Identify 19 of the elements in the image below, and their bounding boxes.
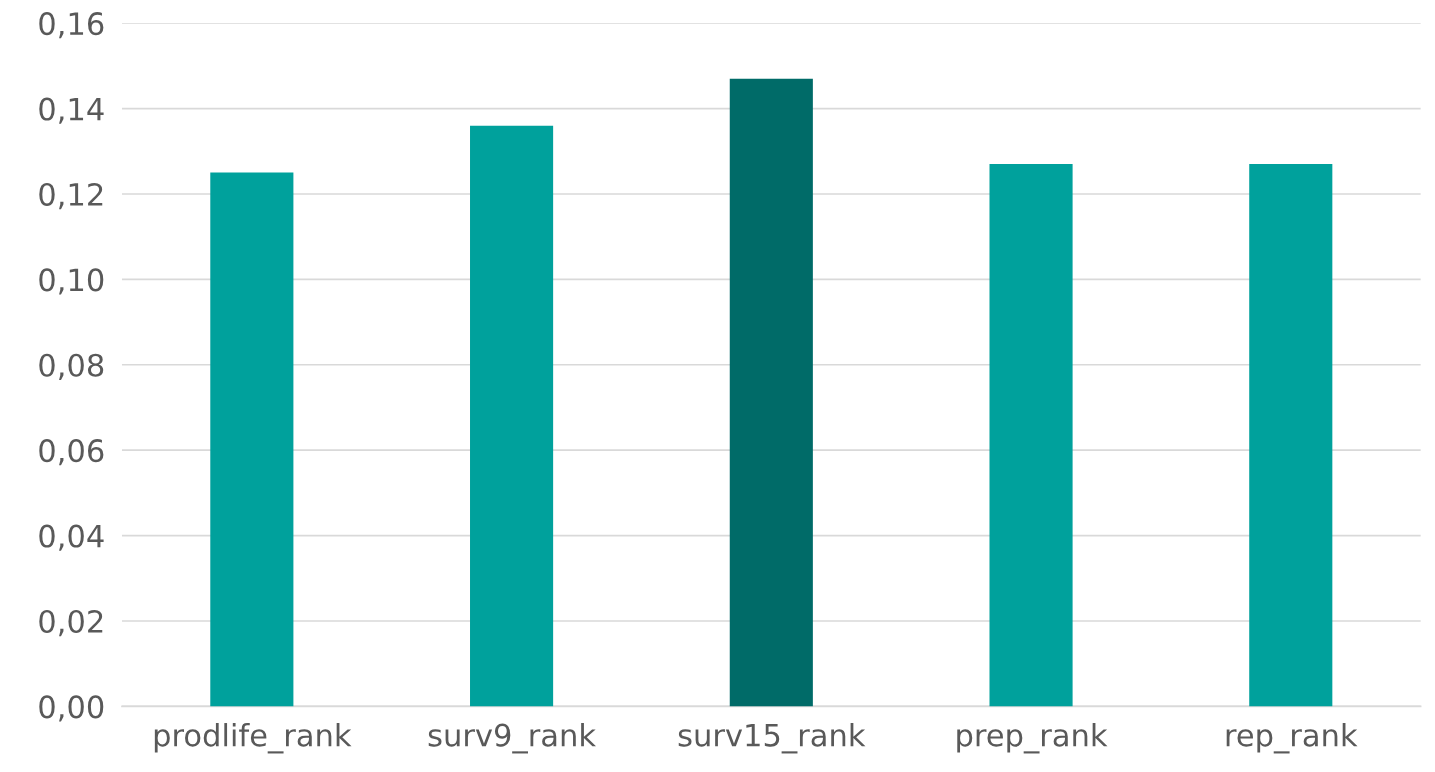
bar: [989, 164, 1073, 707]
x-tick-label: rep_rank: [1226, 723, 1358, 754]
y-tick-label: 0,06: [39, 439, 104, 466]
y-tick-label: 0,16: [39, 12, 104, 39]
bar: [210, 172, 294, 707]
bar: [1249, 164, 1333, 707]
y-tick-label: 0,08: [39, 353, 104, 380]
x-tick-label: surv9_rank: [428, 723, 596, 754]
y-tick-label: 0,10: [39, 268, 104, 295]
bar: [729, 78, 813, 707]
x-tick-label: prep_rank: [957, 723, 1108, 754]
y-tick-label: 0,02: [39, 609, 103, 637]
y-tick-label: 0,04: [39, 524, 104, 551]
y-tick-label: 0,12: [39, 182, 103, 210]
x-tick-label: surv15_rank: [678, 723, 866, 754]
y-tick-label: 0,14: [39, 97, 104, 124]
y-tick-label: 0,00: [39, 695, 104, 722]
x-tick-label: prodlife_rank: [154, 723, 352, 754]
bar: [470, 125, 554, 707]
